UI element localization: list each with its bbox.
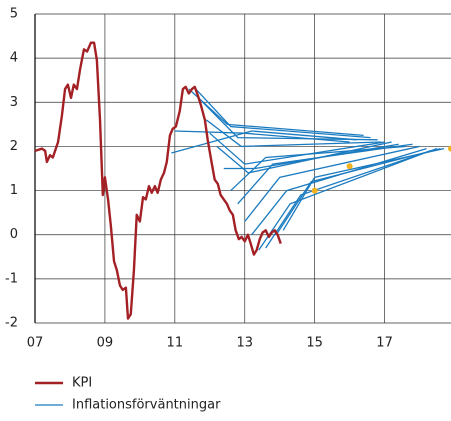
expectation-line [265,148,438,249]
x-tick-label: 15 [306,336,323,351]
expectation-line [188,88,364,137]
x-tick-label: 07 [27,336,44,351]
y-tick-label: 5 [10,7,18,22]
legend-label: KPI [72,376,92,391]
y-tick-label: 3 [10,95,18,110]
expectation-line [237,143,413,205]
expectation-line [230,145,406,192]
y-tick-label: -1 [5,271,18,286]
y-tick-label: 2 [10,139,18,154]
x-tick-label: 13 [236,336,253,351]
expectation-line [171,130,357,154]
marker-point [346,163,353,170]
expectation-line [202,101,378,141]
x-tick-label: 11 [167,336,184,351]
y-tick-label: 4 [10,51,18,66]
y-tick-label: 1 [10,183,18,198]
legend-label: Inflationsförväntningar [72,398,221,413]
x-tick-label: 17 [376,336,393,351]
marker-point [448,145,451,152]
expectation-line [275,148,441,236]
expectation-line [282,148,445,231]
marker-point [311,187,318,194]
x-tick-label: 09 [97,336,114,351]
expectation-line [223,143,399,170]
expectation-line [209,132,385,165]
kpi-line [34,41,282,320]
expectation-line [205,119,382,148]
expectation-line [216,141,392,174]
y-tick-label: 0 [10,227,18,242]
expectation-line [195,88,371,139]
expectation-line [244,145,420,222]
y-tick-label: -2 [5,316,18,331]
